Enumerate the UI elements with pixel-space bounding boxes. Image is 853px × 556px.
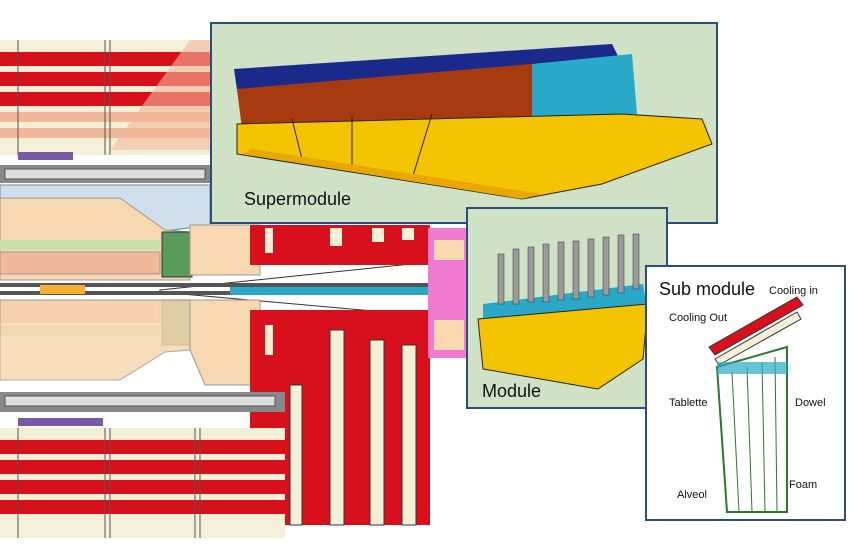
label-dowel: Dowel [795, 397, 826, 409]
submodule-drawing [708, 296, 804, 513]
label-foam: Foam [789, 479, 818, 491]
top-stripe-block [0, 40, 210, 155]
purple-bar-bottom [18, 418, 103, 426]
supermodule-panel: Supermodule [210, 22, 718, 224]
label-tablette: Tablette [669, 397, 708, 409]
peach-wedge-lower [0, 299, 191, 381]
module-drawing [477, 233, 649, 390]
submodule-panel: Sub module Cooling in Cooling Out Tablet… [645, 265, 846, 521]
submodule-caption: Sub module [659, 279, 756, 299]
module-panel: Module [466, 207, 668, 409]
purple-bar-top [18, 152, 73, 160]
supermodule-caption: Supermodule [244, 189, 352, 209]
supermodule-drawing [234, 44, 713, 200]
bottom-stripe-block [0, 428, 285, 538]
label-alveol: Alveol [677, 489, 707, 501]
module-caption: Module [482, 381, 542, 401]
label-cooling-out: Cooling Out [669, 312, 728, 324]
label-cooling-in: Cooling in [769, 285, 818, 297]
